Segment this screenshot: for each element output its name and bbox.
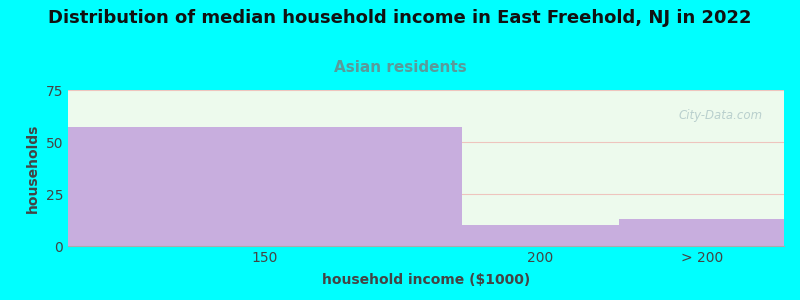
Bar — [68, 128, 462, 246]
Text: Distribution of median household income in East Freehold, NJ in 2022: Distribution of median household income … — [48, 9, 752, 27]
X-axis label: household income ($1000): household income ($1000) — [322, 273, 530, 287]
Text: Asian residents: Asian residents — [334, 60, 466, 75]
Bar — [619, 219, 784, 246]
Y-axis label: households: households — [26, 123, 40, 213]
Bar — [462, 225, 619, 246]
Text: City-Data.com: City-Data.com — [678, 109, 762, 122]
